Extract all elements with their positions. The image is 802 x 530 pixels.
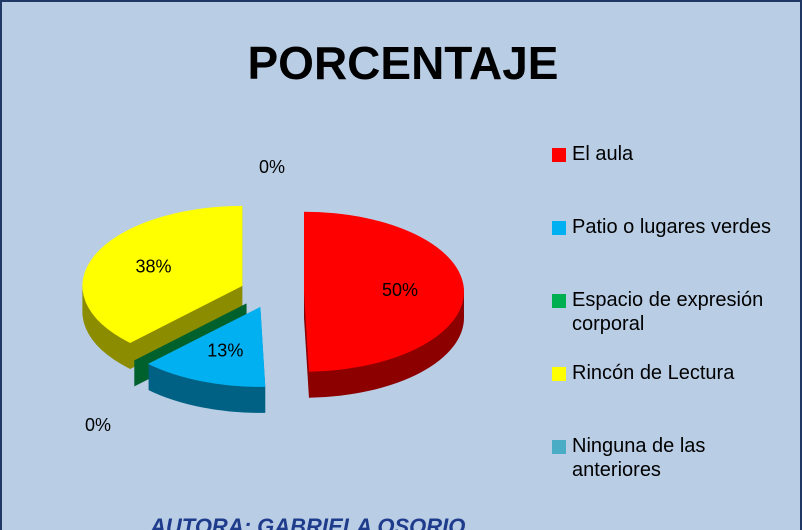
- legend-item: Espacio de expresión corporal: [552, 288, 792, 361]
- legend-label: Ninguna de las anteriores: [572, 435, 706, 481]
- author: AUTORA: GABRIELA OSORIO: [150, 514, 466, 530]
- legend-swatch: [552, 367, 566, 381]
- data-label: 13%: [207, 340, 243, 360]
- data-label: 50%: [382, 280, 418, 300]
- legend-swatch: [552, 148, 566, 162]
- legend: El aula Patio o lugares verdes Espacio de …: [552, 142, 792, 507]
- legend-label: Rincón de Lectura: [572, 362, 735, 384]
- chart-title: PORCENTAJE: [247, 37, 559, 89]
- data-label: 0%: [259, 157, 285, 177]
- legend-item: El aula: [552, 142, 792, 215]
- legend-label: El aula: [572, 143, 634, 165]
- slice: [82, 205, 243, 343]
- data-label: 38%: [136, 256, 172, 276]
- slice: [137, 303, 250, 361]
- legend-swatch: [552, 221, 566, 235]
- legend-item: Rincón de Lectura: [552, 361, 792, 434]
- legend-item: Patio o lugares verdes: [552, 215, 792, 288]
- legend-label: Patio o lugares verdes: [572, 216, 772, 238]
- legend-swatch: [552, 294, 566, 308]
- slice: [148, 306, 266, 387]
- legend-swatch: [552, 440, 566, 454]
- legend-label: Espacio de expresión corporal: [572, 289, 764, 335]
- legend-item: Ninguna de las anteriores: [552, 434, 792, 507]
- data-label: 0%: [85, 415, 111, 435]
- slice: [303, 211, 464, 372]
